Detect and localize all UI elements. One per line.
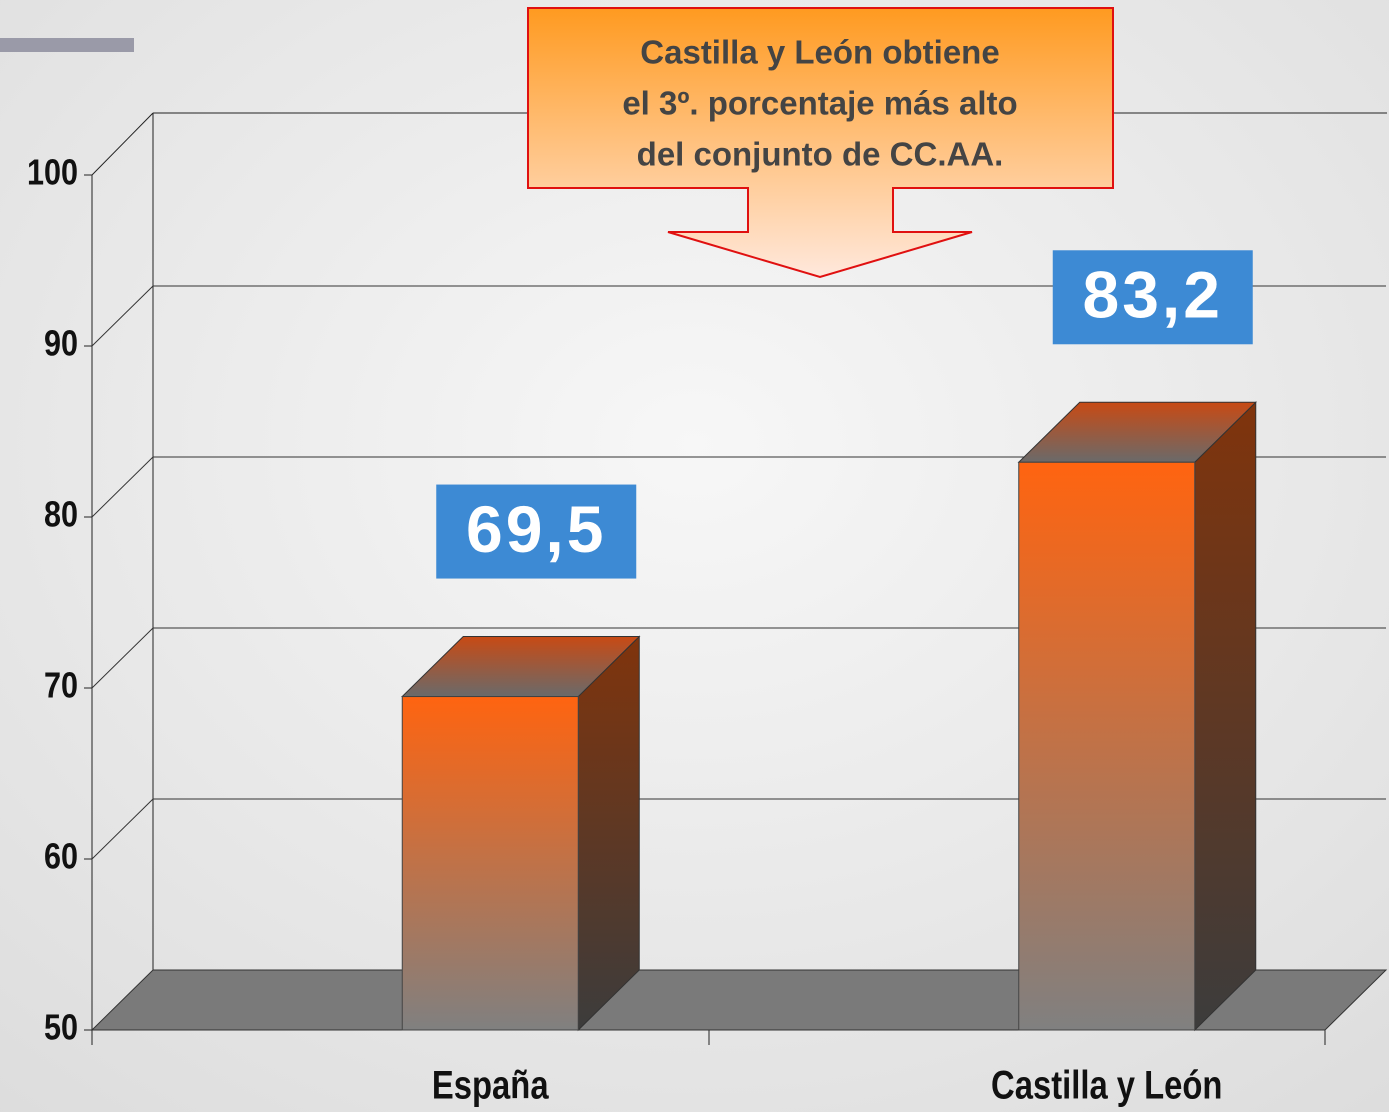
callout-arrow [527,7,1114,279]
x-tick-label: Castilla y León [991,1062,1222,1107]
value-label: 83,2 [1083,258,1223,332]
bar [1018,461,1196,1031]
bar-side [577,635,640,1032]
y-tick-label: 70 [44,666,78,706]
y-tick-label: 50 [44,1008,78,1048]
grid-line [91,798,154,860]
grid-line [91,456,154,518]
callout: Castilla y León obtiene el 3º. porcentaj… [527,7,1114,279]
grid-line [91,285,154,347]
y-tick-label: 80 [44,495,78,535]
annotation: Castilla y León obtiene [640,34,999,71]
value-label-box [1052,250,1253,345]
bar [401,696,579,1031]
plot: 50 60 70 80 90 100 España 69,5 Castilla y León 83… [27,153,1388,1107]
grid-line [91,627,154,689]
bar-side [1194,401,1257,1032]
wall-edge [91,112,154,176]
y-tick-label: 90 [44,324,78,364]
value-label: 69,5 [466,492,606,566]
y-tick-label: 100 [27,153,78,193]
annotation: el 3º. porcentaje más alto [622,85,1017,122]
value-label-box [436,484,637,579]
y-tick-label: 60 [44,837,78,877]
title-rule [0,38,134,52]
annotation: del conjunto de CC.AA. [637,136,1004,173]
x-tick-label: España [432,1062,549,1107]
